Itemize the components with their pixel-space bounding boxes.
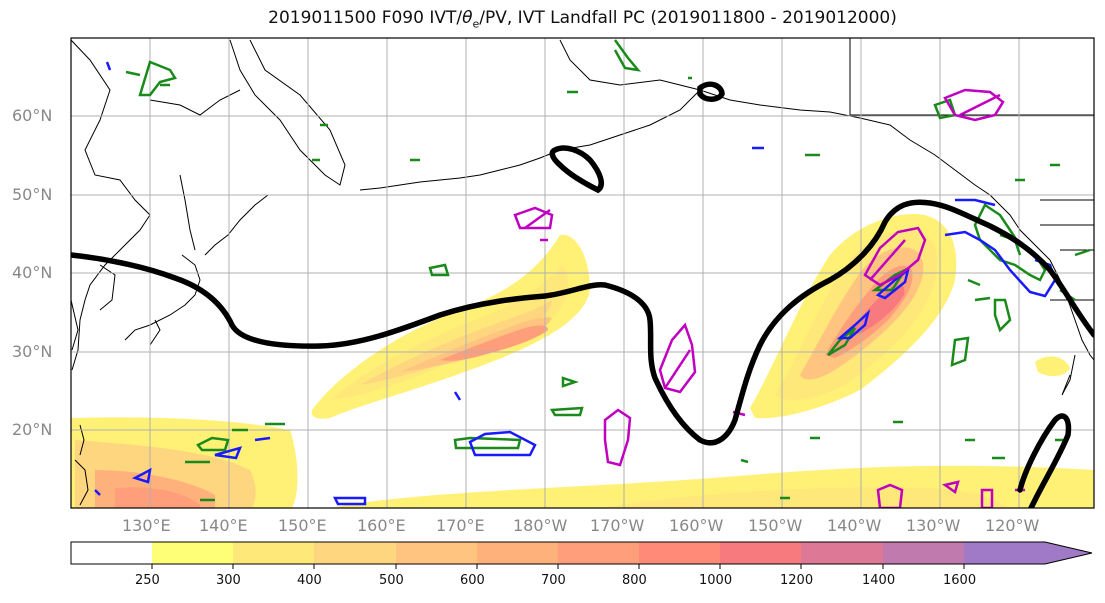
lon-label-130e: 130°E [122, 516, 171, 535]
lat-label-60n: 60°N [12, 106, 53, 125]
lon-label-170e: 170°E [436, 516, 485, 535]
lon-label-120w: 120°W [985, 516, 1040, 535]
colorbar-tick-700: 700 [541, 573, 566, 588]
lat-label-20n: 20°N [12, 420, 53, 439]
magenta-contours [513, 88, 1025, 508]
lon-label-150w: 150°W [748, 516, 803, 535]
colorbar-tick-1400: 1400 [862, 573, 896, 588]
colorbar-tick-1000: 1000 [699, 573, 733, 588]
lon-label-140e: 140°E [199, 516, 248, 535]
colorbar-tick-600: 600 [460, 573, 485, 588]
colorbar-tick-250: 250 [135, 573, 160, 588]
coastlines [71, 38, 1094, 506]
colorbar [70, 541, 1093, 569]
lat-label-30n: 30°N [12, 342, 53, 361]
colorbar-tick-1600: 1600 [943, 573, 977, 588]
ivt-shading [71, 214, 1094, 508]
colorbar-tick-300: 300 [216, 573, 241, 588]
pv-contours [71, 81, 1094, 508]
lat-label-50n: 50°N [12, 185, 53, 204]
colorbar-tick-1200: 1200 [780, 573, 814, 588]
lat-label-40n: 40°N [12, 263, 53, 282]
map-frame [70, 37, 1095, 509]
colorbar-tick-500: 500 [379, 573, 404, 588]
lon-label-170w: 170°W [590, 516, 645, 535]
chart-title: 2019011500 F090 IVT/θe/PV, IVT Landfall … [268, 8, 897, 31]
lon-label-140w: 140°W [827, 516, 882, 535]
lon-label-180w: 180°W [513, 516, 568, 535]
lon-label-160w: 160°W [669, 516, 724, 535]
lon-label-130w: 130°W [906, 516, 961, 535]
colorbar-tick-400: 400 [297, 573, 322, 588]
lon-label-160e: 160°E [357, 516, 406, 535]
colorbar-tick-800: 800 [622, 573, 647, 588]
lon-label-150e: 150°E [278, 516, 327, 535]
